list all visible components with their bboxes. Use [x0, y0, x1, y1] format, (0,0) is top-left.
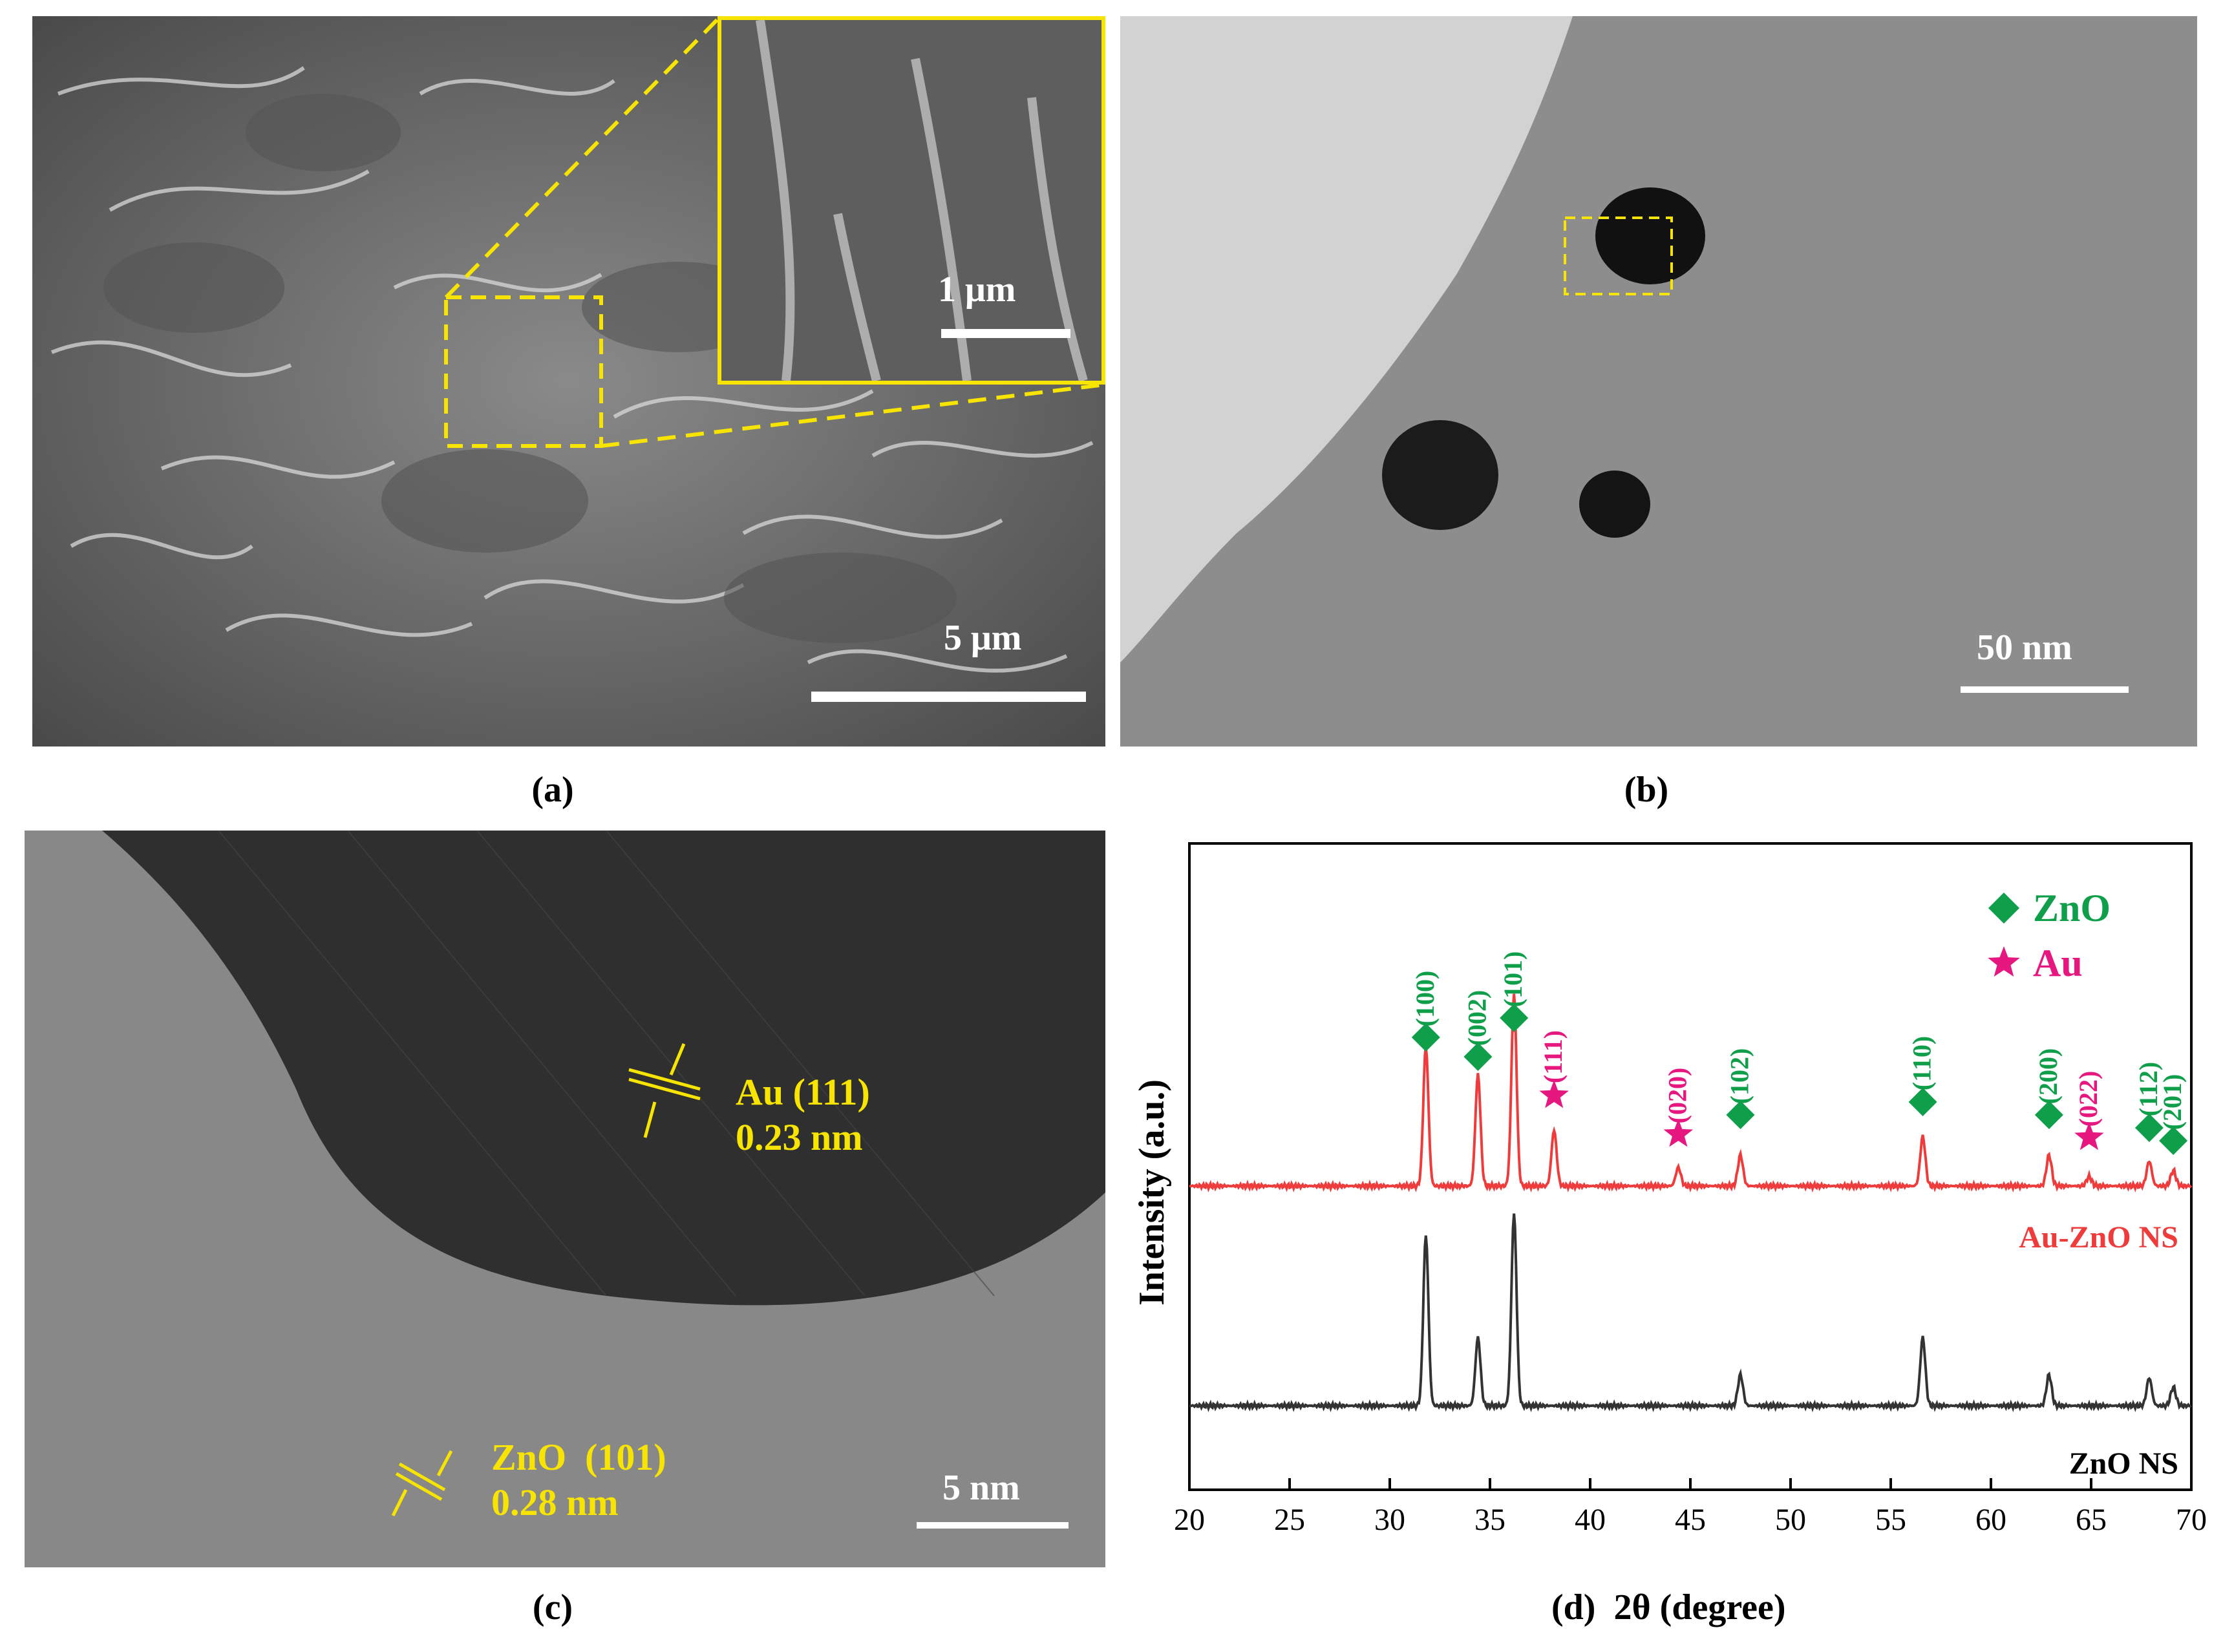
zno-spacing-label: 0.28 nm [491, 1481, 619, 1523]
inset-scale-bar [941, 329, 1070, 338]
sem-inset-zoom: 1 μm [718, 16, 1105, 385]
hrtem-image-panel-c: Au (111) 0.23 nm ZnO (101) 0.28 nm 5 nm [25, 831, 1105, 1567]
zno-lattice-label: ZnO (101) [491, 1436, 666, 1478]
peak-index-label: (020) [1663, 1068, 1692, 1124]
sem-image-panel-a: 1 μm 5 μm [32, 16, 1105, 747]
panel-c-scale-bar [917, 1522, 1069, 1529]
caption-b: (b) [1624, 770, 1669, 810]
panel-b-scale-label: 50 nm [1977, 628, 2072, 668]
zno-diamond-marker [2159, 1127, 2188, 1155]
zno-diamond-marker [2134, 1114, 2164, 1142]
tem-image-panel-b: 50 nm [1120, 16, 2197, 747]
zoom-connector-bottom [601, 383, 1105, 448]
zno-diamond-marker [1411, 1023, 1440, 1052]
zoom-indicator [444, 17, 1105, 448]
inset-scale-label: 1 μm [938, 270, 1016, 310]
peak-index-label: (002) [1462, 990, 1491, 1046]
x-tick-label: 25 [1274, 1503, 1305, 1537]
panel-b-scale-bar [1961, 686, 2129, 693]
peak-index-label: (110) [1908, 1036, 1937, 1090]
peak-index-label: (102) [1725, 1048, 1754, 1105]
tem-micrograph [1120, 16, 2197, 747]
zoom-connector-top [444, 17, 719, 299]
peak-index-label: (112) [2134, 1062, 2163, 1116]
xrd-chart: 20 25 30 35 40 45 50 55 60 65 70 Intensity (a.u.) Au… [1132, 842, 2207, 1537]
x-tick-label: 50 [1775, 1503, 1806, 1537]
peak-index-label: (101) [1498, 951, 1527, 1008]
x-tick-label: 55 [1875, 1503, 1906, 1537]
au-lattice-marker [628, 1043, 701, 1138]
x-tick-label: 45 [1675, 1503, 1706, 1537]
inset-micrograph [721, 19, 1101, 382]
panel-c-scale-label: 5 nm [942, 1468, 1020, 1508]
legend-zno-label: ZnO [2033, 887, 2111, 929]
panel-a-scale-label: 5 μm [944, 618, 1022, 658]
x-tick-label: 65 [2076, 1503, 2107, 1537]
x-tick-label: 40 [1575, 1503, 1606, 1537]
zno-diamond-marker [1463, 1043, 1493, 1071]
panel-a-scale-bar [811, 692, 1086, 702]
peak-index-label: (201) [2158, 1074, 2187, 1130]
x-tick-label: 60 [1975, 1503, 2006, 1537]
xrd-caption: (d) 2θ (degree) [1551, 1587, 1786, 1627]
x-tick-label: 70 [2176, 1503, 2207, 1537]
x-tick-label: 35 [1474, 1503, 1505, 1537]
au-star-marker [2074, 1122, 2104, 1150]
caption-a: (a) [531, 770, 574, 810]
peak-index-label: (111) [1538, 1030, 1568, 1083]
legend-zno-icon [1988, 893, 2019, 924]
x-tick-label: 30 [1374, 1503, 1405, 1537]
zno-diamond-marker [1908, 1088, 1937, 1116]
zno-lattice-marker [391, 1450, 453, 1517]
au-star-marker [1539, 1080, 1569, 1108]
y-axis-label: Intensity (a.u.) [1132, 1079, 1172, 1306]
au-spacing-label: 0.23 nm [736, 1116, 863, 1158]
zoom-region-box [444, 295, 603, 448]
series-label: ZnO NS [2069, 1446, 2178, 1481]
zno-diamond-marker [1500, 1004, 1529, 1032]
series-line-0 [1189, 993, 2193, 1193]
caption-c: (c) [532, 1587, 573, 1627]
au-lattice-label: Au (111) [736, 1071, 870, 1113]
peak-index-label: (100) [1410, 971, 1440, 1027]
peak-index-label: (022) [2074, 1071, 2103, 1127]
series-line-1 [1189, 1213, 2193, 1413]
x-tick-label: 20 [1174, 1503, 1205, 1537]
series-label: Au-ZnO NS [2019, 1220, 2178, 1255]
hrtem-micrograph [25, 831, 1105, 1567]
zno-diamond-marker [2034, 1101, 2063, 1129]
tem-region-box [1564, 217, 1673, 295]
peak-index-label: (200) [2034, 1048, 2063, 1105]
au-star-marker [1663, 1119, 1694, 1147]
plot-frame [1188, 842, 2193, 1491]
legend-au-icon [1988, 946, 2020, 977]
legend-au-label: Au [2033, 942, 2083, 984]
zno-diamond-marker [1726, 1101, 1755, 1129]
